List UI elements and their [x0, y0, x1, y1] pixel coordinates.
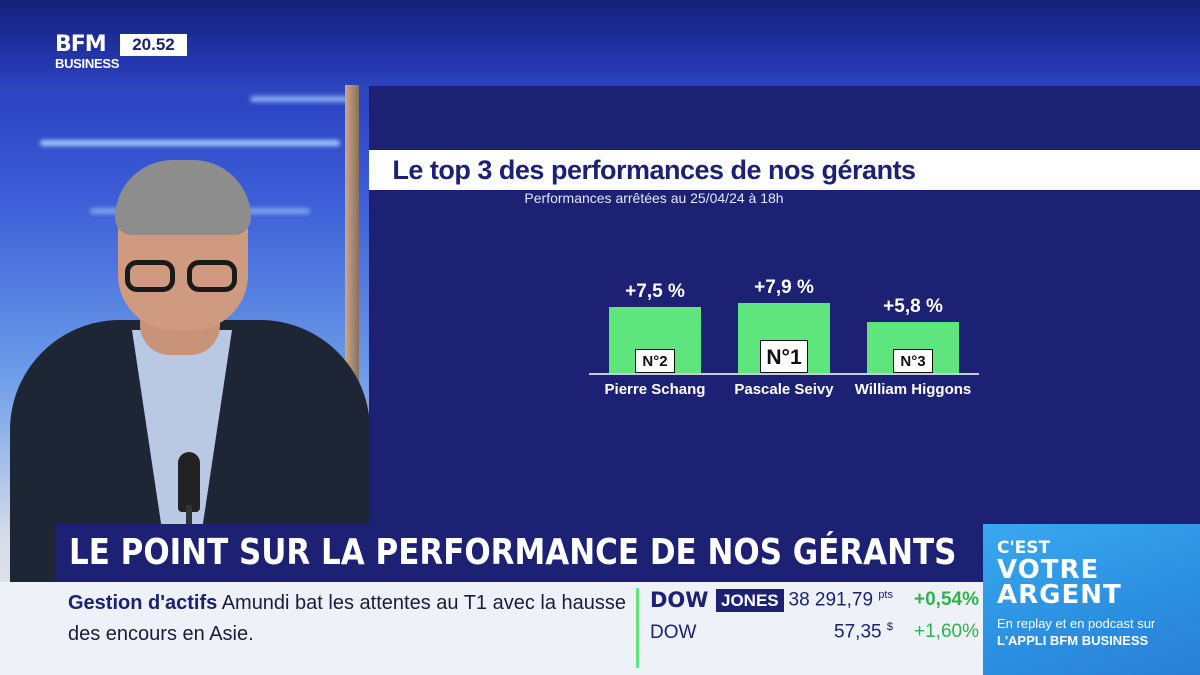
index-name-dow: DOW — [650, 588, 709, 612]
bar-category-label: Pierre Schang — [604, 381, 706, 398]
news-item: Gestion d'actifs Amundi bat les attentes… — [68, 588, 628, 650]
light-streak — [40, 140, 340, 146]
graphic-title: Le top 3 des performances de nos gérants — [392, 155, 916, 185]
graphic-title-bar: Le top 3 des performances de nos gérants — [369, 150, 1200, 190]
show-title-line3: ARGENT — [997, 580, 1122, 610]
headline-bar: LE POINT SUR LA PERFORMANCE DE NOS GÉRAN… — [55, 524, 983, 582]
clock: 20.52 — [120, 34, 187, 56]
rank-badge: N°2 — [635, 349, 675, 373]
microphone-stand — [186, 505, 192, 535]
market-row: DOW 57,35 $ +1,60% — [650, 617, 983, 647]
index-value: 38 291,79 pts — [788, 589, 894, 611]
logo-bfm: BFM — [55, 32, 107, 57]
presenter — [0, 160, 370, 610]
stock-value: 57,35 $ — [834, 621, 893, 643]
stock-change: +1,60% — [914, 621, 979, 642]
stock-name: DOW — [650, 622, 697, 643]
show-promo: En replay et en podcast sur — [997, 616, 1156, 631]
presenter-hair — [115, 160, 251, 235]
glasses-icon — [125, 260, 240, 294]
graphic-panel: Le top 3 des performances de nos gérants… — [369, 86, 1200, 526]
news-text: Amundi bat les attentes au T1 avec la ha… — [68, 592, 627, 645]
news-category: Gestion d'actifs — [68, 592, 218, 614]
rank-badge: N°1 — [760, 340, 808, 373]
studio-ceiling — [0, 0, 1200, 95]
rank-badge: N°3 — [893, 349, 933, 373]
news-ticker: Gestion d'actifs Amundi bat les attentes… — [0, 582, 983, 675]
index-name-jones: JONES — [716, 589, 784, 612]
bar-value-label: +7,5 % — [625, 281, 685, 302]
bar-value-label: +5,8 % — [883, 296, 943, 317]
logo-business: BUSINESS — [55, 56, 120, 71]
bar-category-label: William Higgons — [854, 381, 972, 398]
microphone-icon — [178, 452, 200, 512]
headline: LE POINT SUR LA PERFORMANCE DE NOS GÉRAN… — [69, 532, 957, 573]
bar-category-label: Pascale Seivy — [734, 381, 834, 398]
show-title-line2: VOTRE — [997, 555, 1100, 585]
light-streak — [250, 96, 350, 102]
ticker-divider — [636, 588, 639, 668]
show-brand: C'EST VOTRE ARGENT En replay et en podca… — [983, 524, 1200, 675]
market-quotes: DOW JONES 38 291,79 pts +0,54% DOW 57,35… — [650, 582, 983, 675]
graphic-subtitle: Performances arrêtées au 25/04/24 à 18h — [524, 190, 784, 206]
bar-value-label: +7,9 % — [754, 277, 814, 298]
index-change: +0,54% — [914, 589, 979, 610]
show-title-line1: C'EST — [997, 538, 1051, 558]
market-row: DOW JONES 38 291,79 pts +0,54% — [650, 585, 983, 615]
chart-baseline — [589, 373, 979, 375]
show-app: L'APPLI BFM BUSINESS — [997, 633, 1149, 648]
performance-bar-chart: +7,5 % N°2 Pierre Schang +7,9 % N°1 Pascale S… — [589, 256, 984, 406]
